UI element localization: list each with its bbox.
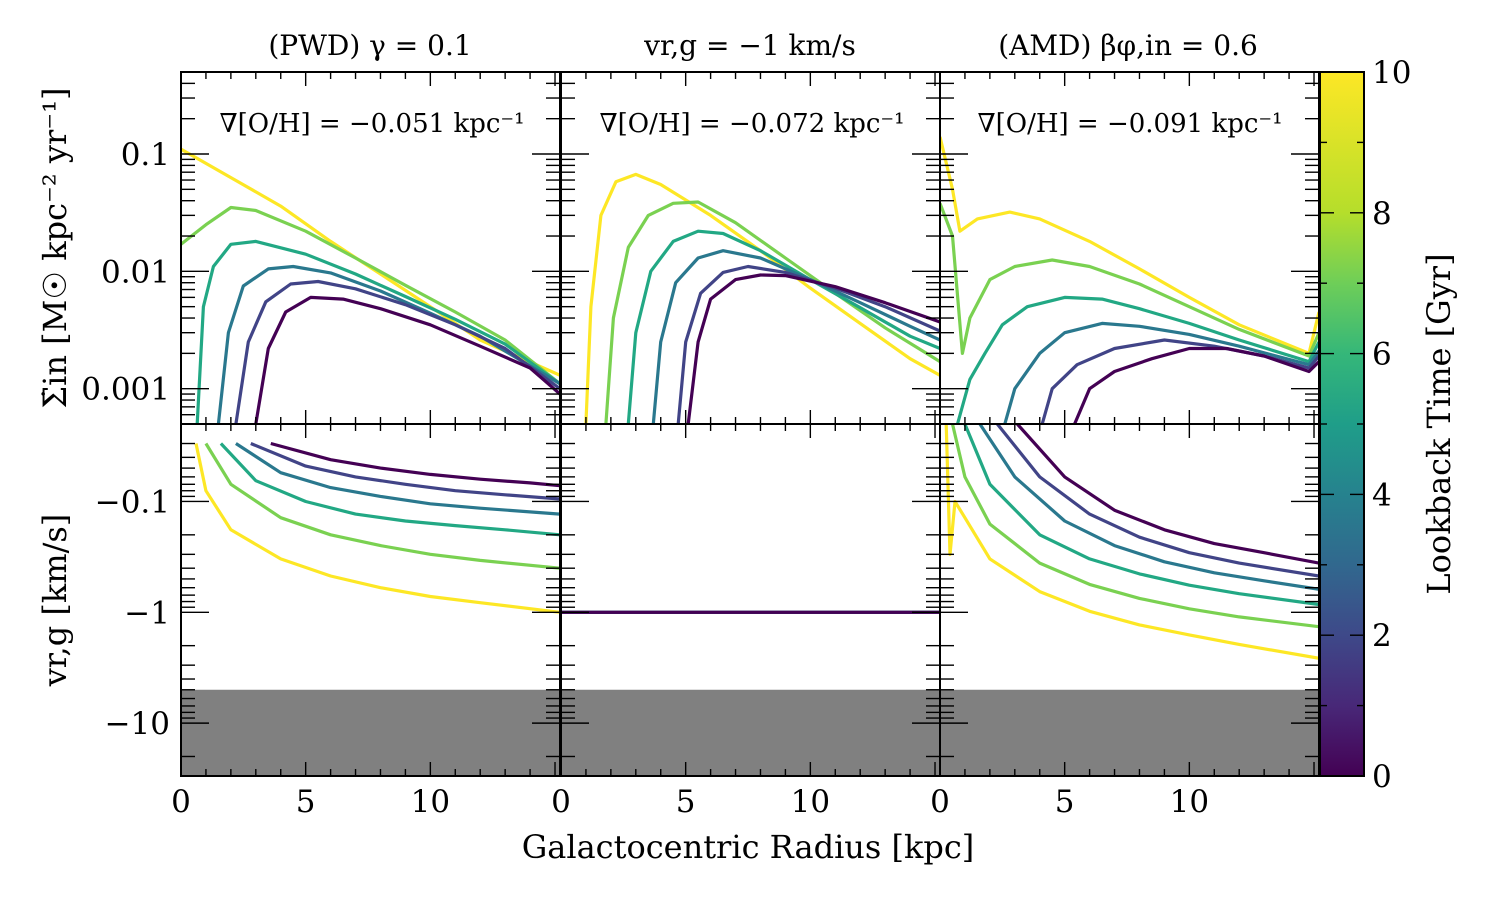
colorbar-title: Lookback Time [Gyr] — [1420, 253, 1458, 594]
vrg-curve-panel-3-t10 — [944, 424, 1319, 660]
vrg-curve-panel-3-t4 — [978, 424, 1319, 591]
colorbar-tick-label: 2 — [1372, 618, 1392, 654]
colorbar-tick-label: 4 — [1372, 477, 1392, 513]
bottom-y-axis-title: vr,g [km/s] — [36, 514, 74, 688]
top-y-tick-label: 0.1 — [121, 137, 170, 173]
x-tick-label: 5 — [1055, 784, 1075, 820]
bottom-y-tick-label: −1 — [124, 595, 170, 631]
inflow-curve-panel-1-t6 — [195, 239, 560, 424]
colorbar-tick-label: 6 — [1372, 337, 1392, 373]
bottom-y-tick-label: −0.1 — [95, 484, 170, 520]
colorbar-tick-label: 10 — [1372, 55, 1411, 91]
vrg-curve-panel-1-t0 — [270, 441, 560, 488]
top-y-tick-label: 0.01 — [101, 254, 170, 290]
shaded-region-panel-3 — [940, 689, 1319, 776]
colorbar-gradient — [1319, 71, 1365, 777]
panel-title-amd: (AMD) βφ,in = 0.6 — [998, 29, 1258, 62]
shaded-region-panel-1 — [181, 689, 560, 776]
inflow-curve-panel-1-t8 — [181, 205, 560, 386]
x-tick-label: 0 — [171, 784, 191, 820]
vrg-curve-panel-1-t10 — [194, 443, 560, 614]
colorbar-tick-label: 8 — [1372, 196, 1392, 232]
inflow-curve-panel-3-t0 — [1073, 346, 1319, 424]
inflow-curve-panel-3-t2 — [1040, 338, 1319, 424]
x-tick-label: 10 — [411, 784, 450, 820]
colorbar-tick-label: 0 — [1372, 759, 1392, 795]
gradient-annotation-amd: ∇[O/H] = −0.091 kpc⁻¹ — [977, 109, 1282, 139]
inflow-curve-panel-3-t8 — [940, 202, 1319, 358]
x-axis-title: Galactocentric Radius [kpc] — [522, 828, 975, 866]
x-tick-label: 5 — [296, 784, 316, 820]
vrg-curve-panel-1-t2 — [250, 442, 560, 501]
gradient-annotation-constant-vrg: ∇[O/H] = −0.072 kpc⁻¹ — [599, 109, 904, 139]
inflow-curve-panel-3-t4 — [1003, 321, 1319, 424]
inflow-curve-panel-1-t2 — [234, 279, 560, 424]
vrg-curve-panel-3-t0 — [1016, 424, 1319, 565]
inflow-curve-panel-3-t10 — [940, 136, 1319, 355]
panel-title-constant-vrg: vr,g = −1 km/s — [643, 29, 856, 62]
inflow-curve-panel-2-t2 — [676, 264, 940, 424]
inflow-curve-panel-2-t10 — [584, 172, 940, 424]
inflow-curve-panel-1-t0 — [254, 295, 560, 424]
vrg-curve-panel-3-t6 — [963, 424, 1319, 607]
vrg-curve-panel-3-t2 — [996, 424, 1319, 578]
inflow-curve-panel-2-t0 — [686, 273, 940, 424]
gradient-annotation-pwd: ∇[O/H] = −0.051 kpc⁻¹ — [219, 109, 524, 139]
inflow-curve-panel-2-t4 — [651, 249, 940, 424]
vrg-curve-panel-1-t4 — [235, 442, 560, 516]
vrg-curve-panel-3-t8 — [950, 424, 1319, 629]
x-tick-label: 10 — [1170, 784, 1209, 820]
x-tick-label: 0 — [551, 784, 571, 820]
bottom-y-tick-label: −10 — [105, 706, 170, 742]
top-y-tick-label: 0.001 — [81, 372, 170, 408]
x-tick-label: 5 — [676, 784, 696, 820]
inflow-curve-panel-2-t6 — [626, 229, 940, 424]
top-y-axis-title: Σ̇in [M☉ kpc⁻² yr⁻¹] — [36, 87, 74, 408]
shaded-region-panel-2 — [561, 689, 940, 776]
x-tick-label: 10 — [791, 784, 830, 820]
vrg-curve-panel-1-t8 — [204, 442, 560, 570]
x-tick-label: 0 — [930, 784, 950, 820]
panel-title-pwd: (PWD) γ = 0.1 — [268, 29, 471, 62]
inflow-curve-panel-3-t6 — [955, 295, 1319, 424]
vrg-curve-panel-1-t6 — [219, 442, 560, 537]
